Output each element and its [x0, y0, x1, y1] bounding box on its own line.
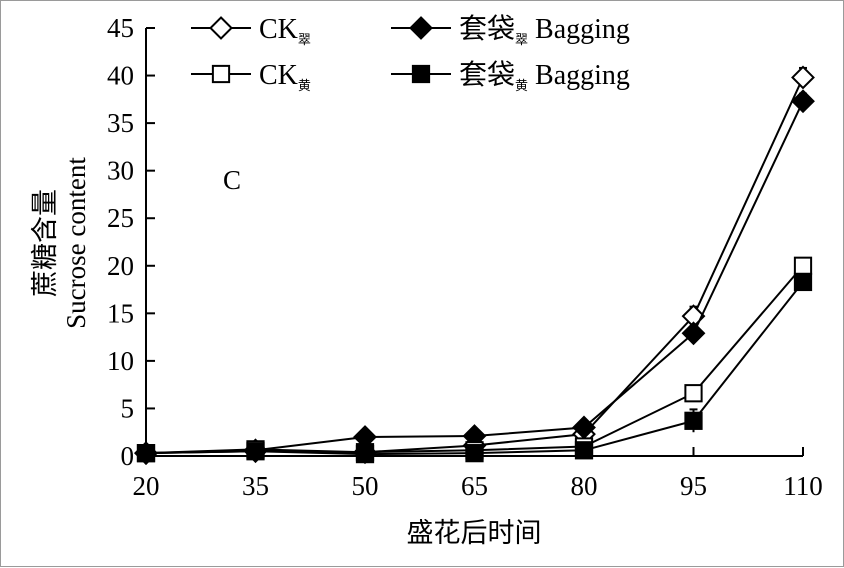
x-tick-label: 95: [680, 471, 707, 501]
y-ticks: 0 5 10 15 20 25 30 35 40 45: [107, 13, 155, 471]
y-tick-label: 5: [121, 393, 135, 423]
data-point-bag_huang: [684, 411, 703, 430]
x-axis-title: 盛花后时间: [407, 518, 542, 548]
data-point-ck_cui: [791, 65, 815, 90]
x-tick-label: 80: [571, 471, 598, 501]
legend-item-ck_huang: CK黄: [191, 60, 311, 93]
legend-item-bag_huang: 套袋黄 Bagging: [391, 59, 630, 93]
y-tick-label: 15: [107, 298, 134, 328]
legend-marker: [411, 64, 431, 84]
x-tick-label: 20: [133, 471, 160, 501]
data-point-bag_huang: [136, 444, 156, 463]
data-point-bag_huang: [246, 442, 265, 461]
y-tick-label: 0: [121, 441, 135, 471]
legend-marker: [409, 16, 433, 40]
x-tick-label: 35: [242, 471, 269, 501]
legend-label: CK翠: [259, 14, 311, 47]
y-tick-label: 25: [107, 203, 134, 233]
axes: [145, 28, 803, 457]
data-point-bag_huang: [465, 444, 484, 463]
data-point-bag_huang: [574, 441, 594, 460]
series-bag_huang: [136, 272, 813, 464]
legend-label: CK黄: [259, 60, 311, 93]
y-tick-label: 10: [107, 346, 134, 376]
y-axis-title-cn: 蔗糖含量: [30, 189, 60, 297]
series-ck_cui: [134, 65, 815, 466]
data-point-bag_cui: [791, 89, 815, 114]
legend-item-bag_cui: 套袋翠 Bagging: [391, 13, 630, 47]
legend: CK翠 套袋翠 Bagging CK黄 套袋黄 Bagging: [191, 13, 630, 93]
x-tick-label: 110: [783, 471, 823, 501]
x-tick-label: 50: [352, 471, 379, 501]
legend-marker: [211, 64, 231, 84]
series-line-ck_cui: [145, 77, 804, 455]
data-point-bag_huang: [355, 444, 375, 464]
y-axis-title-en: Sucrose content: [61, 157, 91, 329]
y-tick-label: 45: [107, 13, 134, 43]
legend-label: 套袋翠 Bagging: [459, 13, 630, 47]
y-tick-label: 40: [107, 61, 134, 91]
data-point-ck_huang: [793, 256, 813, 275]
y-tick-label: 30: [107, 156, 134, 186]
legend-label: 套袋黄 Bagging: [459, 59, 630, 93]
panel-label: C: [223, 165, 241, 195]
y-tick-label: 20: [107, 251, 134, 281]
data-point-bag_huang: [793, 272, 813, 292]
x-tick-label: 65: [461, 471, 488, 501]
series-layer: [134, 65, 815, 466]
legend-marker: [209, 16, 233, 40]
data-point-bag_cui: [681, 321, 706, 346]
legend-item-ck_cui: CK翠: [191, 14, 311, 47]
series-line-bag_cui: [145, 100, 804, 455]
y-tick-label: 35: [107, 108, 134, 138]
data-point-ck_huang: [684, 384, 703, 403]
